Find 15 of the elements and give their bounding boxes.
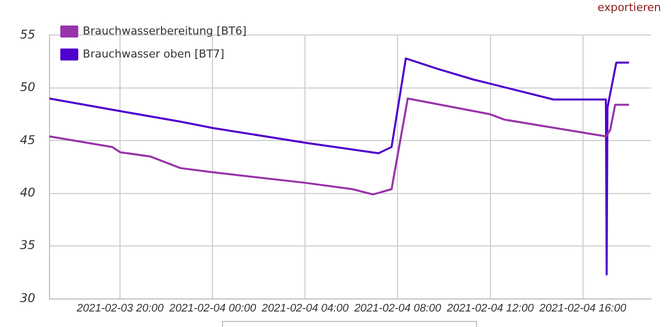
y-tick-label: 35: [20, 238, 36, 252]
x-tick-label: 2021-02-04 00:00: [168, 302, 258, 314]
text: exportieren: [598, 1, 661, 14]
x-tick-label: 2021-02-04 16:00: [538, 302, 628, 314]
y-tick-label: 40: [20, 185, 36, 200]
y-tick-label: 45: [20, 132, 36, 147]
x-tick-label: 2021-02-04 12:00: [446, 302, 535, 314]
y-tick-label: 50: [20, 80, 36, 94]
x-tick-label: 2021-02-03 20:00: [76, 302, 164, 314]
legend-label: Brauchwasserbereitung [BT6]: [82, 24, 247, 38]
x-tick-label: 2021-02-04 04:00: [260, 302, 350, 314]
y-tick-label: 30: [20, 290, 36, 305]
x-tick-label: 2021-02-04 08:00: [353, 302, 442, 314]
legend-label: Brauchwasser oben [BT7]: [82, 47, 224, 60]
y-tick-label: 55: [20, 27, 36, 42]
